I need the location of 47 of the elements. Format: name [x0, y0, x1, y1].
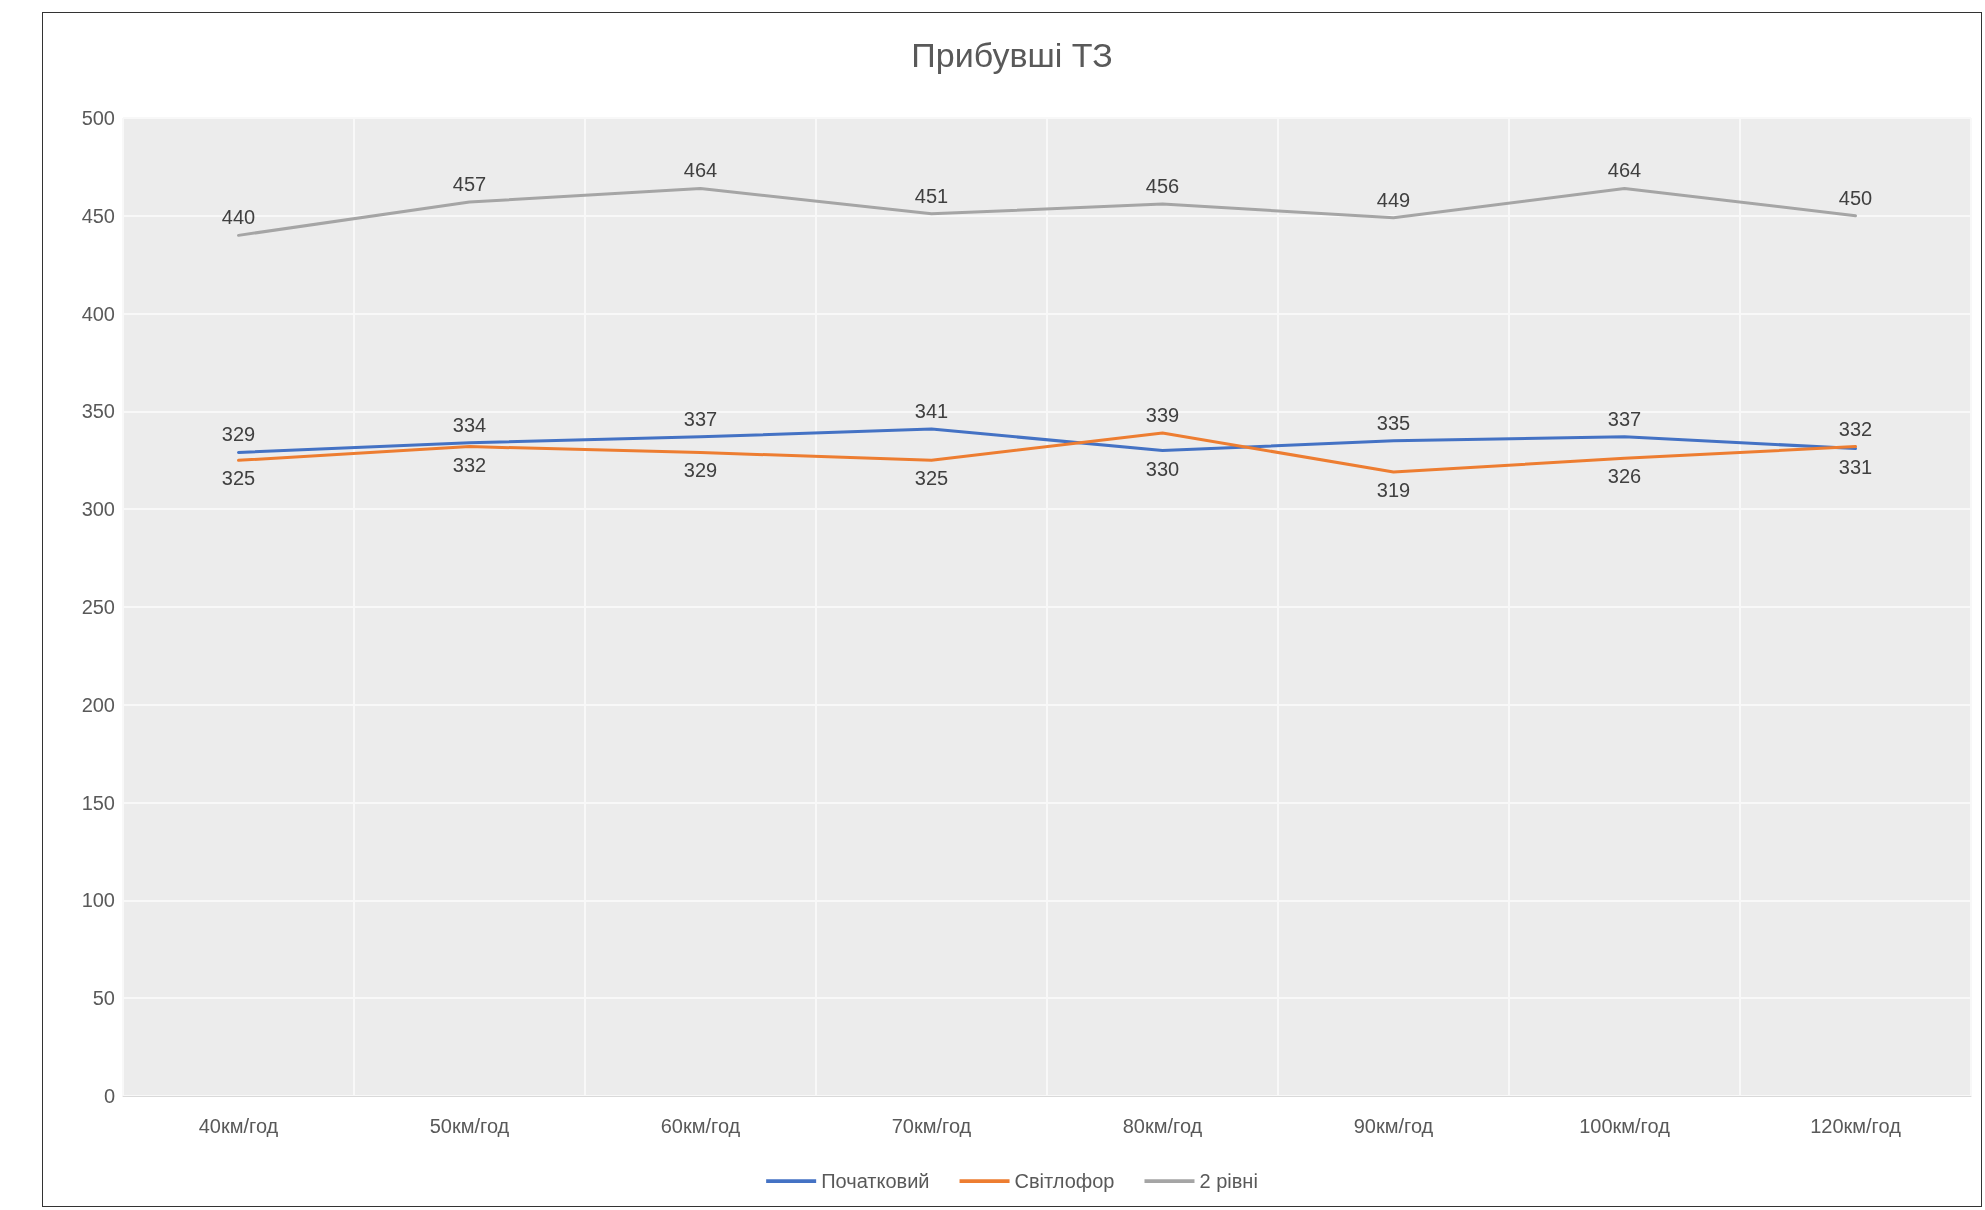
data-label: 329 — [221, 423, 256, 446]
y-tick-label: 400 — [81, 302, 115, 325]
chart-title: Прибувші ТЗ — [911, 36, 1113, 74]
x-tick-label: 80км/год — [1122, 1115, 1203, 1137]
data-label: 339 — [1145, 403, 1180, 426]
x-tick-label: 70км/год — [891, 1115, 972, 1137]
data-label: 325 — [914, 467, 949, 490]
data-label: 337 — [683, 407, 718, 430]
data-label: 325 — [221, 467, 256, 490]
y-tick-label: 50 — [92, 987, 115, 1010]
data-label: 337 — [1607, 407, 1642, 430]
y-tick-label: 300 — [81, 498, 115, 521]
x-tick-label: 90км/год — [1353, 1115, 1434, 1137]
data-label: 330 — [1145, 457, 1180, 480]
x-tick-label: 60км/год — [660, 1115, 741, 1137]
data-label: 334 — [452, 413, 487, 436]
y-tick-label: 450 — [81, 204, 115, 227]
y-tick-label: 0 — [103, 1085, 115, 1107]
data-label: 449 — [1376, 188, 1411, 211]
x-tick-label: 50км/год — [429, 1115, 510, 1137]
y-tick-label: 100 — [81, 889, 115, 912]
x-tick-label: 120км/год — [1810, 1115, 1902, 1137]
data-label: 329 — [683, 459, 718, 482]
data-label: 326 — [1607, 465, 1642, 488]
data-label: 341 — [914, 400, 949, 422]
x-tick-label: 40км/год — [198, 1115, 279, 1137]
legend-label: Початковий — [821, 1170, 930, 1192]
data-label: 440 — [221, 206, 256, 229]
y-tick-label: 150 — [81, 791, 115, 814]
y-tick-label: 350 — [81, 400, 115, 423]
y-tick-label: 200 — [81, 693, 115, 716]
data-label: 332 — [1838, 417, 1873, 440]
legend-label: Світлофор — [1014, 1170, 1115, 1192]
data-label: 331 — [1838, 455, 1873, 478]
data-label: 456 — [1145, 175, 1180, 198]
x-tick-label: 100км/год — [1579, 1115, 1671, 1137]
data-label: 450 — [1838, 186, 1873, 209]
data-label: 464 — [1607, 159, 1642, 182]
legend-label: 2 рівні — [1199, 1170, 1258, 1192]
data-label: 319 — [1376, 479, 1411, 502]
data-label: 335 — [1376, 411, 1411, 434]
y-tick-label: 250 — [81, 596, 115, 618]
data-label: 451 — [914, 184, 949, 207]
y-tick-label: 500 — [81, 107, 115, 129]
data-label: 464 — [683, 159, 718, 182]
data-label: 332 — [452, 453, 487, 476]
data-label: 457 — [452, 173, 487, 196]
